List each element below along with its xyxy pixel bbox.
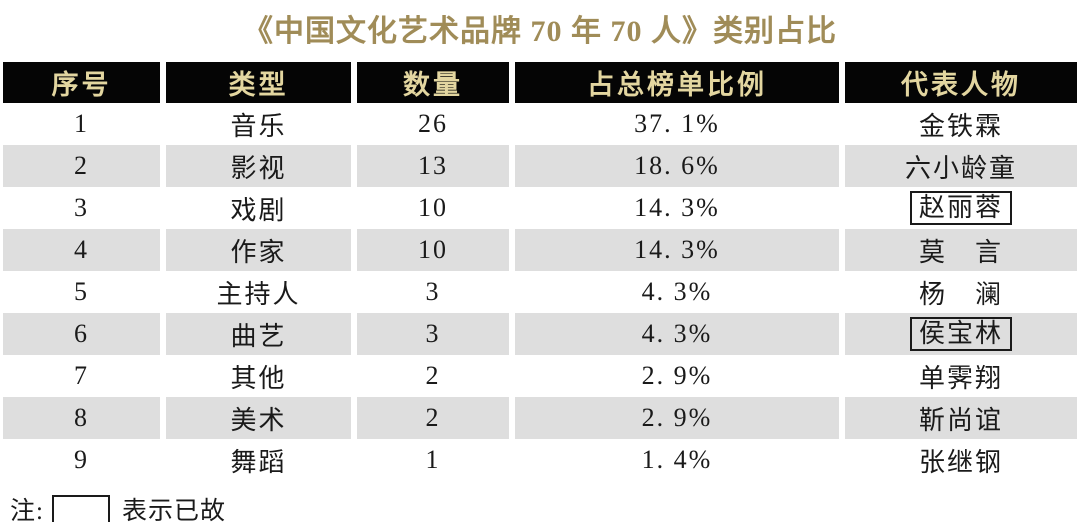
person-name: 金铁霖 — [918, 111, 1003, 141]
table-row: 4 作家 10 14. 3% 莫 言 — [3, 229, 1077, 271]
index-cell: 9 — [74, 445, 89, 474]
index-cell: 6 — [3, 313, 160, 355]
header-cell-index: 序号 — [3, 62, 160, 103]
count-cell: 26 — [418, 109, 448, 138]
table-header-row: 序号 类型 数量 占总榜单比例 代表人物 — [3, 62, 1077, 103]
count-cell: 2 — [357, 397, 509, 439]
footnote-meaning: 表示已故 — [121, 498, 226, 522]
percent-cell: 18. 6% — [515, 145, 839, 187]
index-cell: 2 — [3, 145, 160, 187]
header-cell-person: 代表人物 — [845, 62, 1077, 103]
footnote: 注: 表示已故 — [10, 491, 1080, 522]
percent-cell: 14. 3% — [634, 193, 720, 222]
person-cell: 张继钢 — [845, 439, 1077, 481]
person-name: 张继钢 — [918, 447, 1003, 477]
type-cell: 曲艺 — [166, 313, 351, 355]
table-row: 6 曲艺 3 4. 3% 侯宝林 — [3, 313, 1077, 355]
index-cell: 8 — [3, 397, 160, 439]
table-row: 1 音乐 26 37. 1% 金铁霖 — [3, 103, 1077, 145]
type-cell: 作家 — [166, 229, 351, 271]
table-row: 9 舞蹈 1 1. 4% 张继钢 — [3, 439, 1077, 481]
table-row: 2 影视 13 18. 6% 六小龄童 — [3, 145, 1077, 187]
index-cell: 4 — [3, 229, 160, 271]
type-cell: 舞蹈 — [230, 447, 287, 477]
table-row: 5 主持人 3 4. 3% 杨 澜 — [3, 271, 1077, 313]
index-cell: 5 — [74, 277, 89, 306]
page-title: 《中国文化艺术品牌 70 年 70 人》类别占比 — [243, 15, 837, 48]
person-cell: 侯宝林 — [845, 313, 1077, 355]
person-cell: 莫 言 — [845, 229, 1077, 271]
type-cell: 主持人 — [216, 279, 301, 309]
header-cell-percent: 占总榜单比例 — [515, 62, 839, 103]
type-cell: 美术 — [166, 397, 351, 439]
person-name-deceased-box: 侯宝林 — [909, 317, 1012, 351]
footnote-prefix: 注: — [10, 498, 44, 522]
type-cell: 其他 — [230, 363, 287, 393]
deceased-legend-box-icon — [51, 494, 110, 522]
type-cell: 戏剧 — [230, 195, 287, 225]
person-name-deceased-box: 赵丽蓉 — [909, 191, 1012, 225]
count-cell: 13 — [357, 145, 509, 187]
person-name: 六小龄童 — [904, 153, 1017, 183]
person-name: 杨 澜 — [918, 279, 1003, 309]
count-cell: 2 — [425, 361, 441, 390]
type-cell: 影视 — [166, 145, 351, 187]
count-cell: 1 — [425, 445, 441, 474]
type-cell: 音乐 — [230, 111, 287, 141]
count-cell: 3 — [357, 313, 509, 355]
index-cell: 7 — [74, 361, 89, 390]
percent-cell: 2. 9% — [641, 361, 713, 390]
percent-cell: 4. 3% — [515, 313, 839, 355]
count-cell: 10 — [357, 229, 509, 271]
person-name: 靳尚谊 — [918, 405, 1003, 435]
person-cell: 靳尚谊 — [845, 397, 1077, 439]
percent-cell: 1. 4% — [641, 445, 713, 474]
person-cell: 赵丽蓉 — [845, 187, 1077, 229]
header-cell-type: 类型 — [166, 62, 351, 103]
percent-cell: 4. 3% — [641, 277, 713, 306]
percent-cell: 37. 1% — [634, 109, 720, 138]
table-row: 8 美术 2 2. 9% 靳尚谊 — [3, 397, 1077, 439]
header-cell-count: 数量 — [357, 62, 509, 103]
category-table: 序号 类型 数量 占总榜单比例 代表人物 1 音乐 26 37. 1% 金铁霖 2 影视 13… — [3, 62, 1077, 481]
index-cell: 1 — [74, 109, 89, 138]
person-cell: 单霁翔 — [845, 355, 1077, 397]
index-cell: 3 — [74, 193, 89, 222]
person-name: 单霁翔 — [918, 363, 1003, 393]
table-row: 3 戏剧 10 14. 3% 赵丽蓉 — [3, 187, 1077, 229]
count-cell: 3 — [425, 277, 441, 306]
percent-cell: 14. 3% — [515, 229, 839, 271]
percent-cell: 2. 9% — [515, 397, 839, 439]
person-cell: 六小龄童 — [845, 145, 1077, 187]
table-body: 1 音乐 26 37. 1% 金铁霖 2 影视 13 18. 6% 六小龄童 3 戏剧 10 14. 3%… — [3, 103, 1077, 481]
person-cell: 金铁霖 — [845, 103, 1077, 145]
person-cell: 杨 澜 — [845, 271, 1077, 313]
count-cell: 10 — [418, 193, 448, 222]
table-row: 7 其他 2 2. 9% 单霁翔 — [3, 355, 1077, 397]
person-name: 莫 言 — [918, 237, 1003, 267]
